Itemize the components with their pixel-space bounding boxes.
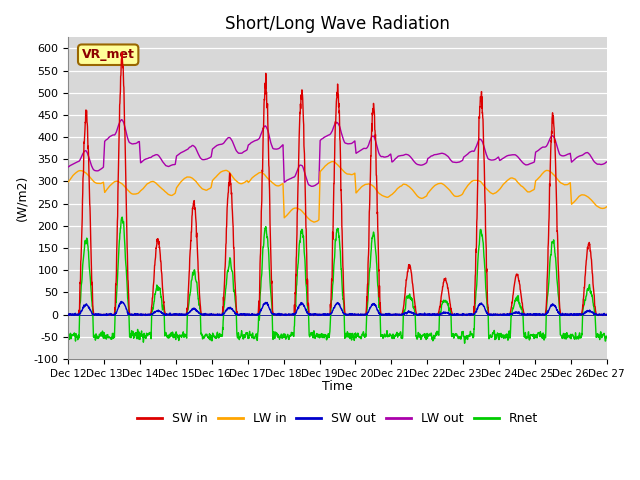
Title: Short/Long Wave Radiation: Short/Long Wave Radiation: [225, 15, 450, 33]
X-axis label: Time: Time: [322, 380, 353, 393]
Legend: SW in, LW in, SW out, LW out, Rnet: SW in, LW in, SW out, LW out, Rnet: [132, 407, 543, 430]
Y-axis label: (W/m2): (W/m2): [15, 175, 28, 221]
Text: VR_met: VR_met: [82, 48, 134, 61]
